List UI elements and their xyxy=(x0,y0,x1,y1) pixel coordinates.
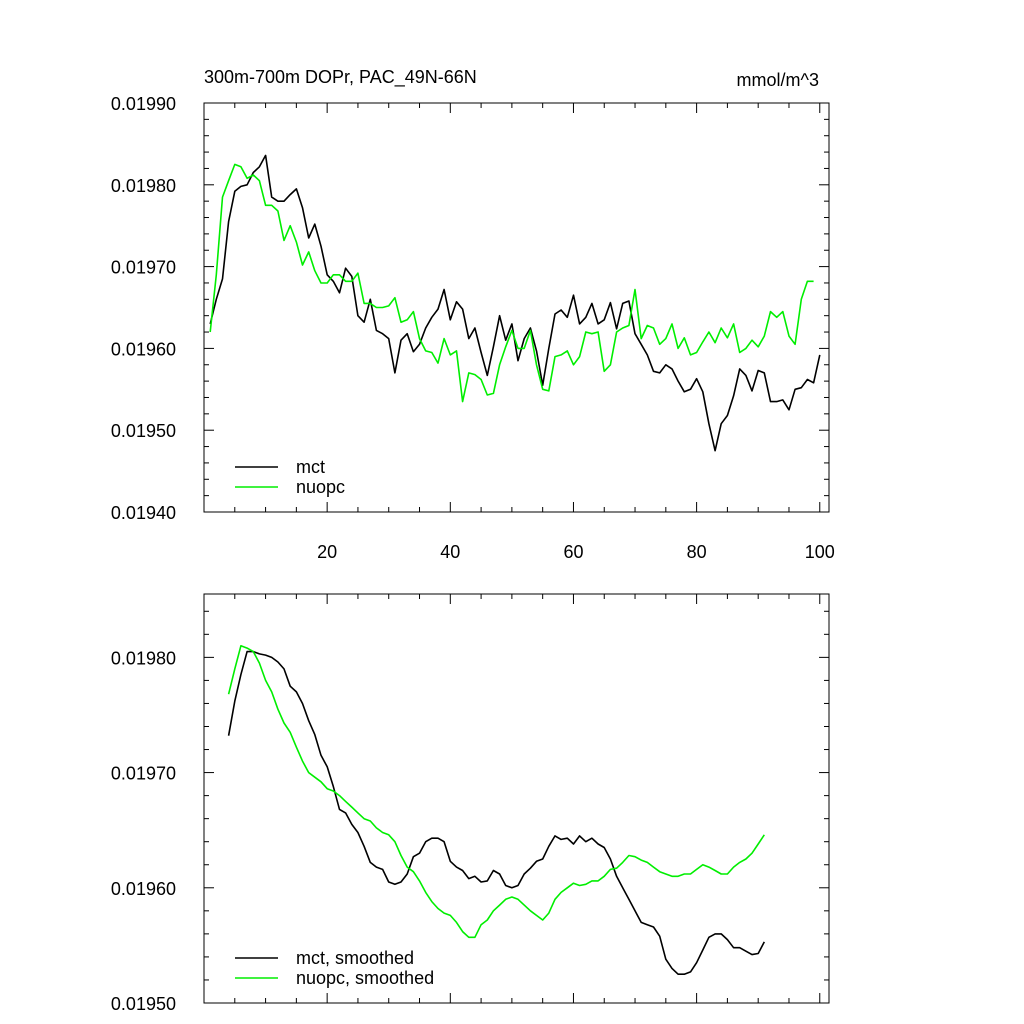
plot-frame xyxy=(203,593,830,1004)
bottom-panel: 0.01950 0.01960 0.01970 0.01980 mct, smooth… xyxy=(111,593,830,1014)
legend-label: mct, smoothed xyxy=(296,948,414,968)
legend-label: nuopc xyxy=(296,477,345,497)
y-tick-label: 0.01970 xyxy=(111,258,176,278)
y-tick-label: 0.01960 xyxy=(111,879,176,899)
x-tick-label: 100 xyxy=(805,542,835,562)
legend-label: mct xyxy=(296,457,325,477)
y-tick-label: 0.01980 xyxy=(111,648,176,668)
y-tick-label: 0.01950 xyxy=(111,994,176,1014)
y-tick-labels: 0.01940 0.01950 0.01960 0.01970 0.01980 0.019… xyxy=(111,94,176,523)
y-tick-labels: 0.01950 0.01960 0.01970 0.01980 xyxy=(111,648,176,1014)
y-tick-label: 0.01960 xyxy=(111,339,176,359)
top-panel: 300m-700m DOPr, PAC_49N-66N mmol/m^3 20 4… xyxy=(111,67,835,562)
x-tick-label: 20 xyxy=(317,542,337,562)
x-tick-labels: 20 40 60 80 100 xyxy=(317,542,835,562)
y-tick-label: 0.01950 xyxy=(111,421,176,441)
y-tick-label: 0.01980 xyxy=(111,176,176,196)
tick-marks xyxy=(204,102,829,513)
legend-label: nuopc, smoothed xyxy=(296,968,434,988)
y-tick-label: 0.01970 xyxy=(111,764,176,784)
data-series xyxy=(209,154,821,452)
tick-marks xyxy=(204,594,829,1004)
x-tick-label: 40 xyxy=(440,542,460,562)
series-line-nuopc xyxy=(209,163,814,403)
plot-frame xyxy=(203,102,830,513)
x-tick-label: 80 xyxy=(687,542,707,562)
y-tick-label: 0.01940 xyxy=(111,503,176,523)
series-line-mct xyxy=(209,154,821,452)
units-label: mmol/m^3 xyxy=(737,70,819,90)
data-series xyxy=(227,644,766,976)
series-line-nuopc-smoothed xyxy=(227,644,765,939)
series-line-mct-smoothed xyxy=(227,650,766,976)
x-tick-label: 60 xyxy=(563,542,583,562)
y-tick-label: 0.01990 xyxy=(111,94,176,114)
chart-title: 300m-700m DOPr, PAC_49N-66N xyxy=(204,67,477,88)
